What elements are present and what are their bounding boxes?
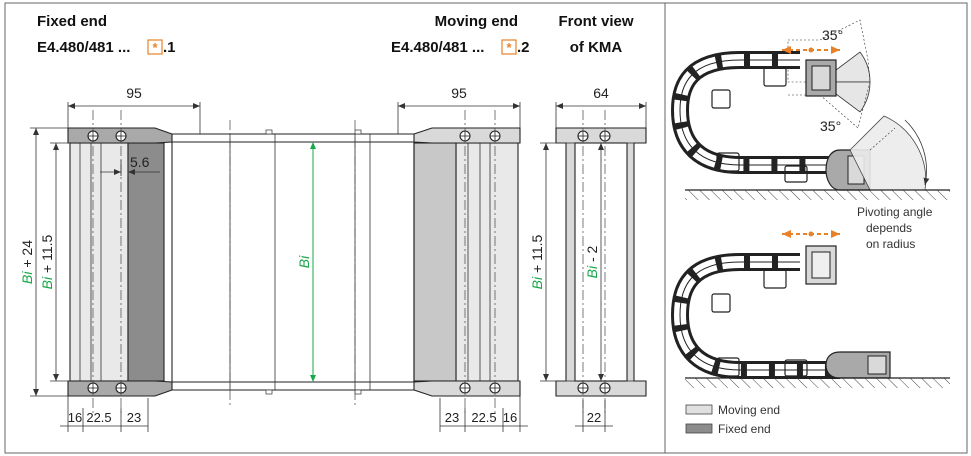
legend: Moving end Fixed end bbox=[685, 403, 780, 436]
dim-bi-plus-11-5: Bi + 11.5 bbox=[39, 234, 55, 289]
orange-double-arrow-icon-bottom bbox=[782, 230, 840, 238]
outer-frame bbox=[4, 2, 968, 454]
fixed-end-suffix: .1 bbox=[163, 39, 176, 56]
fixed-end-part: E4.480/481 ... bbox=[37, 39, 130, 56]
top-view-drawing bbox=[30, 102, 528, 432]
side-view-bottom bbox=[670, 245, 950, 388]
moving-end-title: Moving end bbox=[435, 13, 518, 30]
orange-double-arrow-icon-top bbox=[782, 46, 840, 54]
dim-offset: 5.6 bbox=[130, 154, 150, 170]
pivot-note-line2: depends bbox=[866, 221, 912, 235]
dim-bi-center: Bi bbox=[296, 255, 312, 268]
dim-left-width: 95 bbox=[126, 85, 142, 101]
legend-swatch-fixed bbox=[685, 423, 713, 434]
dim-front-bi-minus-2: Bi - 2 bbox=[584, 245, 600, 278]
fixed-option-box bbox=[147, 39, 163, 55]
dim-right-width: 95 bbox=[451, 85, 467, 101]
legend-swatch-moving bbox=[685, 404, 713, 415]
pivot-note-line1: Pivoting angle bbox=[857, 205, 933, 219]
dim-bottom-left-2: 22.5 bbox=[86, 410, 111, 425]
fixed-end-title: Fixed end bbox=[37, 13, 107, 30]
dim-bi-plus-24: Bi + 24 bbox=[19, 240, 35, 284]
dim-front-width: 64 bbox=[593, 85, 609, 101]
moving-option-box bbox=[501, 39, 517, 55]
moving-end-part: E4.480/481 ... bbox=[391, 39, 484, 56]
moving-end-suffix: .2 bbox=[517, 39, 530, 56]
angle-label-bottom: 35° bbox=[820, 118, 841, 134]
side-view-top bbox=[670, 19, 950, 200]
dim-front-bottom: 22 bbox=[587, 410, 601, 425]
front-view-title-2: of KMA bbox=[570, 39, 623, 56]
angle-label-top: 35° bbox=[822, 27, 843, 43]
legend-fixed-label: Fixed end bbox=[718, 422, 771, 436]
front-view-title-1: Front view bbox=[558, 13, 633, 30]
dim-bottom-right-2: 22.5 bbox=[471, 410, 496, 425]
dim-bottom-right-3: 16 bbox=[503, 410, 517, 425]
pivot-note-line3: on radius bbox=[866, 237, 915, 251]
front-view-drawing bbox=[540, 102, 647, 432]
dim-bottom-right-1: 23 bbox=[445, 410, 459, 425]
dim-bottom-left-3: 23 bbox=[127, 410, 141, 425]
dim-front-bi-plus-11-5: Bi + 11.5 bbox=[529, 234, 545, 289]
fixed-option-star-icon: * bbox=[152, 40, 158, 55]
moving-option-star-icon: * bbox=[506, 40, 512, 55]
bottom-dim-ticks bbox=[82, 408, 504, 432]
dim-bottom-left-1: 16 bbox=[68, 410, 82, 425]
legend-moving-label: Moving end bbox=[718, 403, 780, 417]
